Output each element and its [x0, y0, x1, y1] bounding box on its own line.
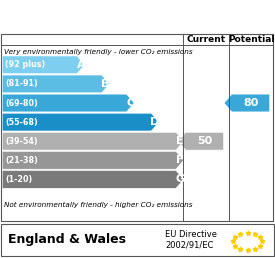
Polygon shape — [224, 94, 270, 112]
Text: (92 plus): (92 plus) — [5, 60, 45, 69]
Polygon shape — [2, 132, 184, 150]
Polygon shape — [2, 113, 159, 131]
Text: (81-91): (81-91) — [5, 79, 38, 88]
Text: B: B — [101, 79, 110, 89]
Text: 80: 80 — [243, 98, 258, 108]
Text: F: F — [176, 155, 184, 165]
Polygon shape — [2, 151, 184, 169]
Text: 50: 50 — [197, 136, 212, 146]
Text: Environmental Impact (CO₂) Rating: Environmental Impact (CO₂) Rating — [21, 10, 254, 23]
Polygon shape — [2, 171, 184, 188]
Text: A: A — [76, 60, 85, 70]
Text: England & Wales: England & Wales — [8, 233, 126, 246]
Text: (21-38): (21-38) — [5, 156, 38, 165]
Text: E: E — [176, 136, 184, 146]
Text: (1-20): (1-20) — [5, 175, 32, 184]
Polygon shape — [2, 75, 109, 93]
Text: (55-68): (55-68) — [5, 118, 38, 127]
Text: D: D — [150, 117, 160, 127]
Text: C: C — [126, 98, 134, 108]
Polygon shape — [178, 132, 224, 150]
Text: (39-54): (39-54) — [5, 137, 38, 146]
Polygon shape — [2, 56, 85, 74]
Text: Potential: Potential — [228, 35, 274, 44]
Text: Not environmentally friendly - higher CO₂ emissions: Not environmentally friendly - higher CO… — [4, 202, 192, 208]
Text: (69-80): (69-80) — [5, 99, 38, 108]
Text: Very environmentally friendly - lower CO₂ emissions: Very environmentally friendly - lower CO… — [4, 49, 193, 55]
Polygon shape — [2, 94, 134, 112]
Text: EU Directive
2002/91/EC: EU Directive 2002/91/EC — [165, 230, 217, 249]
Text: G: G — [175, 174, 185, 184]
Text: Current: Current — [186, 35, 226, 44]
